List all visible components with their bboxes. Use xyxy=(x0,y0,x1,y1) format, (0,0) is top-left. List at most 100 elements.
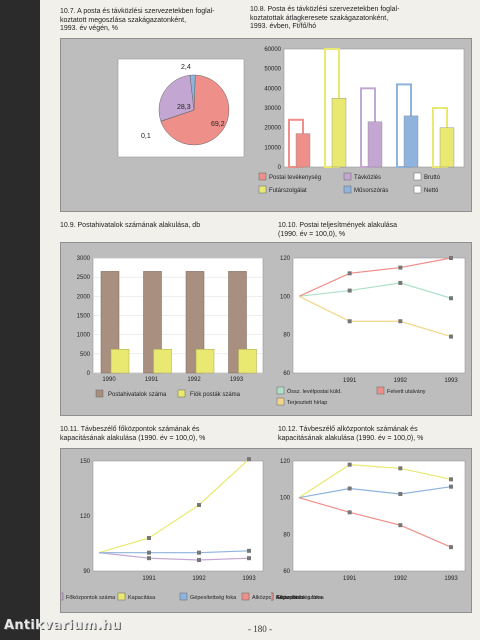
series-line xyxy=(98,458,250,554)
page-number: - 180 - xyxy=(248,624,272,634)
y-tick-label: 120 xyxy=(80,514,91,520)
net-bar xyxy=(439,127,455,168)
legend-label: Felvett utalvány xyxy=(387,389,426,395)
legend-swatch xyxy=(241,592,250,601)
data-point xyxy=(449,296,453,301)
y-tick-label: 80 xyxy=(283,532,290,538)
x-tick-label: 1992 xyxy=(187,377,201,383)
data-point xyxy=(247,457,251,462)
main-exchange-line-chart: 90 120 150 1991 1992 1993 Főközpontok száma Kap… xyxy=(61,457,271,601)
y-tick-label: 60000 xyxy=(264,47,281,53)
data-point xyxy=(347,486,352,491)
legend-swatch xyxy=(343,172,352,181)
earnings-chart-title: 10.8. Posta és távközlési szervezetekben… xyxy=(250,6,400,30)
bottom-chart-panel: 90 120 150 1991 1992 1993 Főközpontok száma Kap… xyxy=(60,448,472,613)
sub-exchange-line-chart: 60 80 100 120 1991 1992 1993 KapacitásaGépesíte… xyxy=(271,459,466,601)
legend-label: Nettó xyxy=(424,188,439,194)
legend-label: Kapacitása xyxy=(128,595,156,601)
sub-exchange-chart-title: 10.12. Távbeszélő alközpontok számának é… xyxy=(278,426,424,442)
legend-label: Bruttó xyxy=(424,175,441,181)
series-line xyxy=(98,552,250,561)
x-tick-label: 1991 xyxy=(343,378,357,384)
x-tick-label: 1993 xyxy=(230,377,244,383)
legend-label: Össz. levélpostai küld. xyxy=(287,388,342,395)
legend-swatch xyxy=(258,185,267,194)
earnings-bar-chart: 0 10000 20000 30000 40000 50000 60000 Postai te… xyxy=(258,47,465,194)
data-point xyxy=(347,462,352,467)
series-line xyxy=(298,486,452,499)
legend-label: Terjesztett hírlap xyxy=(287,400,327,406)
legend-label: Fiók posták száma xyxy=(190,392,241,398)
legend-swatch xyxy=(179,592,188,601)
pie-slice xyxy=(189,74,196,111)
y-tick-label: 60 xyxy=(283,569,290,575)
offices-bar xyxy=(100,271,120,374)
y-tick-label: 2500 xyxy=(77,275,91,281)
series-line xyxy=(298,257,452,297)
legend-swatch xyxy=(95,389,104,398)
data-point xyxy=(347,271,352,276)
series-line xyxy=(298,497,452,548)
offices-bar xyxy=(185,271,205,374)
data-point xyxy=(398,319,403,324)
data-point xyxy=(147,550,151,555)
pie-slice-label: 28,3 xyxy=(177,104,191,111)
data-point xyxy=(247,556,251,561)
offices-chart-title: 10.9. Postahivatalok számának alakulása,… xyxy=(60,222,201,229)
x-tick-label: 1992 xyxy=(394,378,408,384)
branch-bar xyxy=(195,348,215,374)
legend-label: Gépesítettség foka xyxy=(190,595,237,601)
y-tick-label: 20000 xyxy=(264,126,281,132)
y-tick-label: 10000 xyxy=(264,145,281,151)
data-point xyxy=(247,548,251,553)
offices-bar-chart: 0 500 1000 1500 2000 2500 3000 1990 1991 1992 1993… xyxy=(77,256,264,398)
data-point xyxy=(398,523,403,528)
x-tick-label: 1991 xyxy=(145,377,159,383)
y-tick-label: 120 xyxy=(280,459,291,465)
y-tick-label: 120 xyxy=(280,256,291,262)
legend-swatch xyxy=(413,172,422,181)
main-exchange-chart-title: 10.11. Távbeszélő főközpontok számának é… xyxy=(60,426,206,442)
data-point xyxy=(347,510,352,515)
offices-bar xyxy=(143,271,162,374)
series-line xyxy=(99,550,250,554)
y-tick-label: 30000 xyxy=(264,106,281,112)
y-tick-label: 80 xyxy=(283,333,290,339)
legend-label: Főközpontok száma xyxy=(66,595,116,601)
net-bar xyxy=(295,133,311,168)
data-point xyxy=(347,288,352,293)
x-tick-label: 1991 xyxy=(343,576,357,582)
x-tick-label: 1993 xyxy=(444,576,458,582)
series-line xyxy=(298,282,452,299)
y-tick-label: 2000 xyxy=(77,294,91,300)
data-point xyxy=(347,319,352,324)
document-page: 10.7. A posta és távközlési szervezetekb… xyxy=(40,0,480,640)
y-tick-label: 50000 xyxy=(264,67,281,73)
net-bar xyxy=(331,97,347,168)
legend-label: Gépesítettség foka xyxy=(276,595,323,601)
y-tick-label: 100 xyxy=(280,294,291,300)
x-tick-label: 1990 xyxy=(102,377,116,383)
legend-label: Alközpontok száma xyxy=(276,595,325,601)
legend-swatch xyxy=(177,389,186,398)
legend-swatch xyxy=(276,397,285,406)
data-point xyxy=(449,484,453,489)
x-tick-label: 1993 xyxy=(444,378,458,384)
y-tick-label: 150 xyxy=(80,459,91,465)
legend-swatch xyxy=(376,386,385,395)
offices-bar xyxy=(228,271,247,374)
y-tick-label: 0 xyxy=(87,371,91,377)
legend-label: Távközlés xyxy=(354,175,381,181)
branch-bar xyxy=(238,348,257,374)
x-tick-label: 1993 xyxy=(242,576,256,582)
data-point xyxy=(449,334,453,339)
plot-area xyxy=(292,257,466,374)
pie-slice-label: 2,4 xyxy=(181,64,191,71)
legend-swatch xyxy=(271,592,274,601)
data-point xyxy=(147,556,151,561)
middle-chart-panel: 0 500 1000 1500 2000 2500 3000 1990 1991 1992 1993… xyxy=(60,242,472,416)
legend-label: Alközpontok száma xyxy=(252,595,271,601)
data-point xyxy=(197,503,201,507)
watermark-logo: Antikvarium.hu xyxy=(4,618,122,633)
data-point xyxy=(449,477,453,482)
